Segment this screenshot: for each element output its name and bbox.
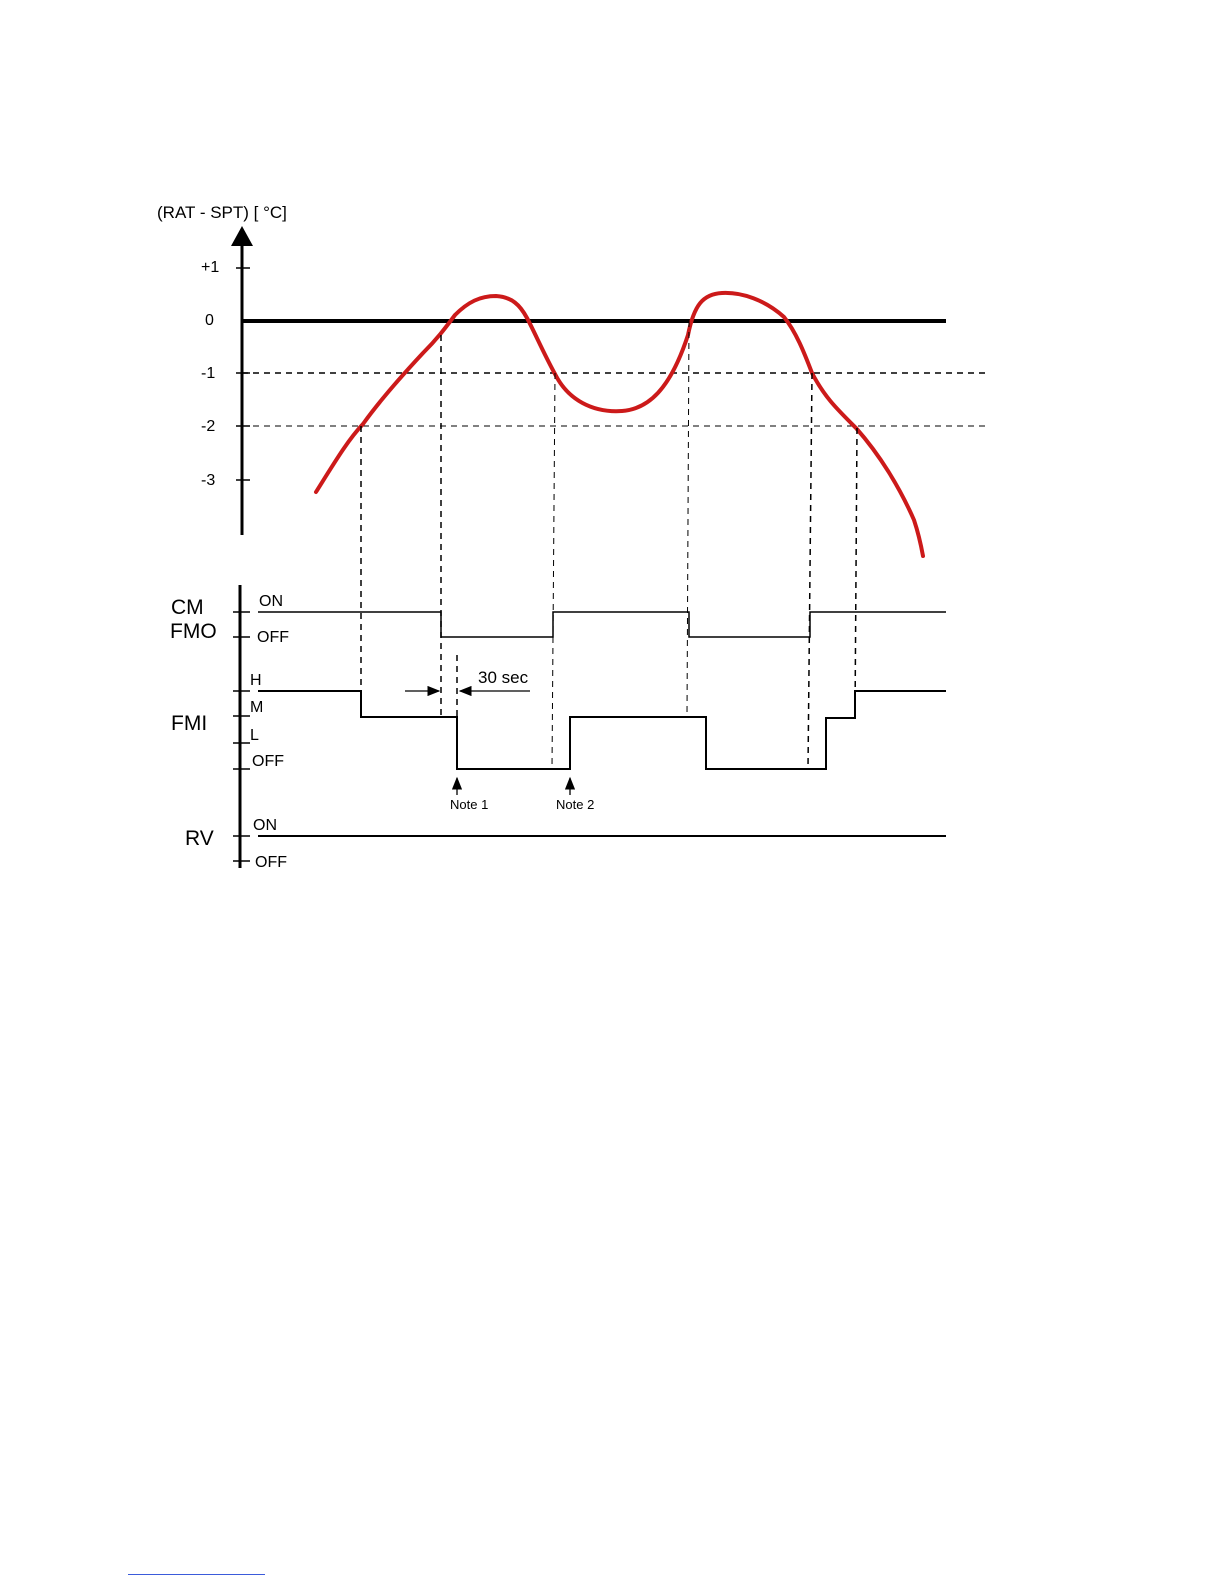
tick-label-plus1: +1 (201, 259, 219, 276)
fmi-m-label: M (250, 699, 263, 716)
transition-guides (360, 320, 858, 770)
fmi-label: FMI (171, 712, 207, 735)
tick-label-minus3: -3 (201, 472, 215, 489)
rv-off-label: OFF (255, 854, 287, 871)
fmi-l-label: L (250, 727, 259, 744)
fmi-off-label: OFF (252, 753, 284, 770)
rv-label: RV (185, 827, 214, 850)
y-axis-title: (RAT - SPT) [ °C] (157, 203, 287, 222)
cm-on-label: ON (259, 593, 283, 610)
footnote-rule (128, 1574, 265, 1575)
tick-label-minus1: -1 (201, 365, 215, 382)
delay-label: 30 sec (478, 668, 529, 687)
cm-fmo-waveform (258, 611, 946, 638)
note2-label: Note 2 (556, 797, 594, 812)
fmi-h-label: H (250, 672, 262, 689)
rv-on-label: ON (253, 817, 277, 834)
tick-label-minus2: -2 (201, 418, 215, 435)
y-axis-arrow-icon (231, 226, 253, 246)
cm-off-label: OFF (257, 629, 289, 646)
fmi-waveform (258, 690, 946, 770)
fmo-label: FMO (170, 620, 217, 643)
signal-axis-ticks (233, 611, 250, 862)
temperature-curve (314, 290, 925, 558)
cm-label: CM (171, 596, 204, 619)
tick-label-0: 0 (205, 312, 214, 329)
note1-label: Note 1 (450, 797, 488, 812)
